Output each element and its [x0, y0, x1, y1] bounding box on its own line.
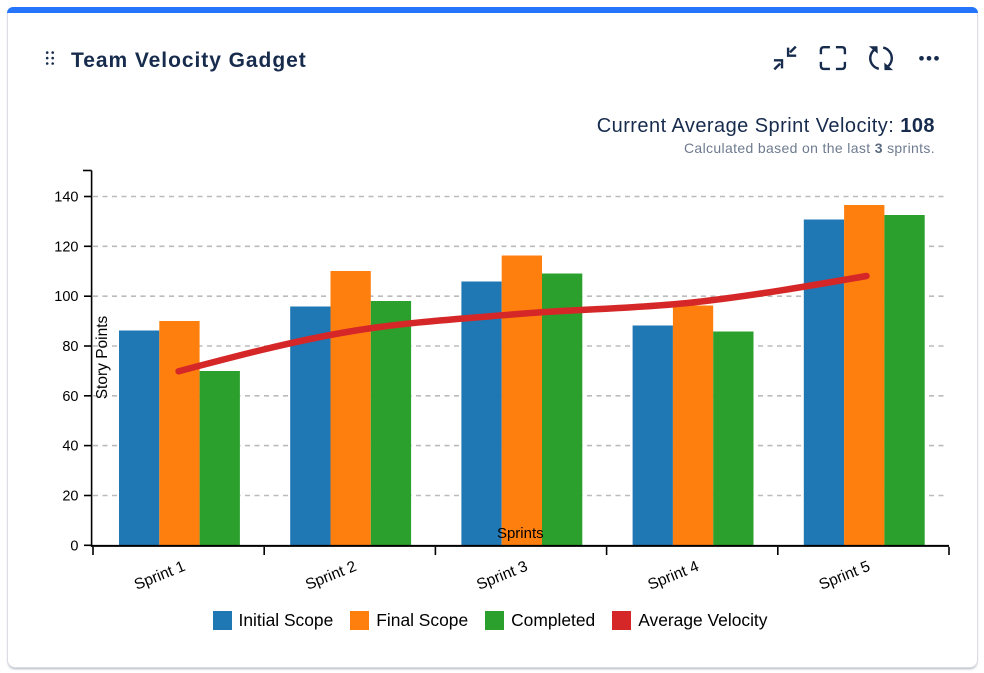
svg-text:Sprint 3: Sprint 3	[474, 558, 530, 594]
svg-text:Sprint 1: Sprint 1	[132, 558, 188, 594]
svg-text:140: 140	[54, 190, 78, 206]
svg-text:120: 120	[54, 239, 78, 255]
svg-text:60: 60	[62, 389, 78, 405]
svg-text:20: 20	[62, 489, 78, 505]
svg-text:Story Points: Story Points	[94, 315, 111, 399]
svg-text:80: 80	[62, 339, 78, 355]
svg-text:Sprint 4: Sprint 4	[645, 558, 701, 594]
svg-text:0: 0	[70, 538, 78, 554]
svg-text:Sprint 2: Sprint 2	[303, 558, 359, 594]
svg-text:Sprints: Sprints	[497, 525, 544, 542]
svg-text:100: 100	[54, 289, 78, 305]
svg-text:40: 40	[62, 439, 78, 455]
svg-text:Sprint 5: Sprint 5	[817, 558, 873, 594]
